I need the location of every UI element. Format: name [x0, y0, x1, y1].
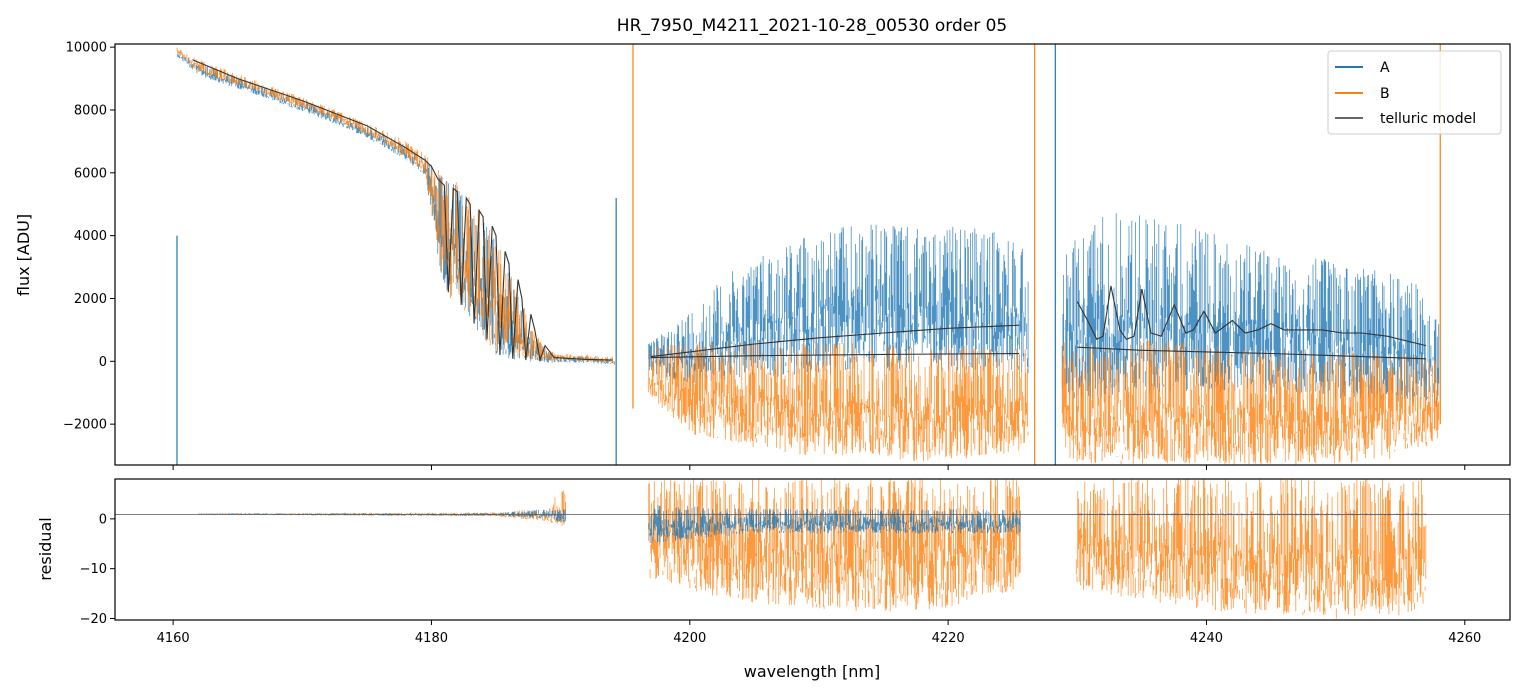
bottom-panel-y-axis: −20 −10 0 [80, 512, 115, 627]
x-tick-label: 4200 [673, 631, 706, 646]
x-tick-label: 4240 [1190, 631, 1223, 646]
top-panel-plot-area [176, 44, 1441, 465]
top-panel-frame [114, 43, 1511, 466]
x-tick-label: 4260 [1448, 631, 1481, 646]
legend-label-b: B [1380, 86, 1390, 102]
bottom-y-axis-label: residual [36, 517, 55, 580]
telluric-model-segment-3-upper [1076, 285, 1427, 347]
x-axis-label: wavelength [nm] [744, 662, 881, 681]
y-tick-label: 0 [99, 512, 107, 527]
legend-label-a: A [1380, 60, 1390, 76]
y-tick-label: 10000 [66, 41, 107, 56]
legend-frame [1327, 50, 1502, 135]
top-panel-y-axis: −2000 0 2000 4000 6000 8000 10000 [63, 41, 115, 433]
y-tick-label: −2000 [63, 418, 107, 433]
y-tick-label: 2000 [74, 292, 107, 307]
legend: A B telluric model [1327, 50, 1502, 135]
y-tick-label: 0 [99, 355, 107, 370]
bottom-panel-x-axis: 4160 4180 4200 4220 4240 4260 [157, 620, 1481, 646]
x-tick-label: 4160 [157, 631, 190, 646]
residual-b-trace [198, 479, 1427, 619]
top-panel-x-axis [172, 465, 1466, 470]
bottom-panel-plot-area [115, 479, 1510, 619]
y-tick-label: 8000 [74, 103, 107, 118]
chart-title: HR_7950_M4211_2021-10-28_00530 order 05 [617, 16, 1007, 36]
telluric-model-segment-2-upper [650, 324, 1020, 358]
y-tick-label: 6000 [74, 166, 107, 181]
y-tick-label: 4000 [74, 229, 107, 244]
bottom-panel-frame [114, 478, 1511, 621]
y-tick-label: −20 [80, 612, 107, 627]
telluric-model-segment-1 [192, 59, 613, 362]
legend-label-telluric-model: telluric model [1380, 111, 1476, 127]
telluric-model-segment-3-lower [1077, 346, 1427, 360]
telluric-model-segment-2-lower [650, 352, 1020, 359]
x-tick-label: 4220 [932, 631, 965, 646]
top-y-axis-label: flux [ADU] [14, 214, 33, 296]
y-tick-label: −10 [80, 562, 107, 577]
x-tick-label: 4180 [415, 631, 448, 646]
